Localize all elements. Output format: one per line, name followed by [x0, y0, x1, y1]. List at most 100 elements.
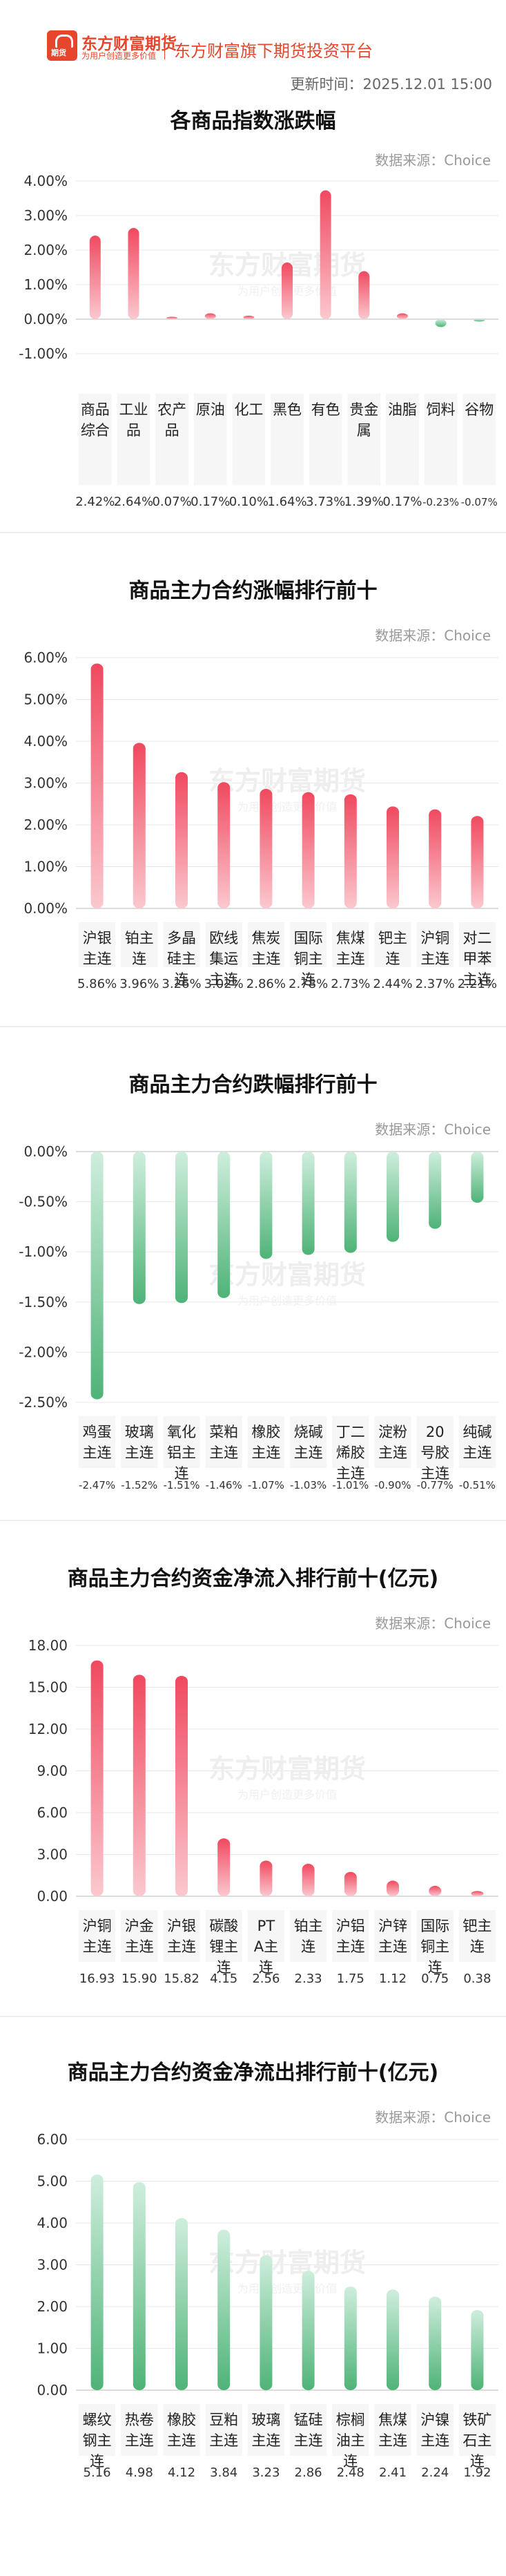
category-label: PT	[257, 1918, 275, 1934]
category-label-bg	[163, 922, 200, 967]
value-label: -0.90%	[374, 1479, 411, 1491]
y-tick-label: 15.00	[28, 1679, 68, 1696]
watermark-slogan: 为用户创造更多价值	[237, 2282, 337, 2296]
data-source: 数据来源：Choice	[375, 152, 491, 169]
category-label: 20	[426, 1424, 445, 1440]
bar	[260, 1860, 273, 1896]
bar-chart: 4.00%3.00%2.00%1.00%0.00%-1.00%东方财富期货为用户…	[19, 173, 498, 509]
category-label: 综合	[81, 422, 110, 439]
bar	[217, 1838, 231, 1896]
category-label: 沪银	[83, 930, 112, 946]
bar	[471, 2309, 484, 2390]
value-label: -1.03%	[290, 1479, 327, 1491]
category-label: 油脂	[388, 401, 417, 418]
value-label: 2.44%	[373, 977, 412, 991]
value-label: 2.41	[379, 2465, 407, 2480]
category-label-bg	[247, 2404, 284, 2456]
bar	[133, 1152, 146, 1304]
value-label: 3.96%	[119, 977, 159, 991]
value-label: 2.24	[421, 2465, 449, 2480]
bar	[217, 782, 231, 908]
bar	[133, 1675, 146, 1896]
value-label: 3.02%	[204, 977, 244, 991]
category-label-bg	[458, 1910, 496, 1962]
category-label-bg	[374, 2404, 411, 2456]
category-label: 多晶	[167, 930, 196, 946]
category-label-bg	[232, 394, 266, 485]
bar	[302, 2270, 315, 2390]
category-label: 沪金	[125, 1918, 154, 1934]
value-label: 3.73%	[306, 495, 345, 509]
category-label: 主连	[125, 1444, 154, 1461]
value-label: 16.93	[79, 1972, 115, 1986]
bar	[260, 788, 273, 908]
category-label: 氧化	[167, 1424, 196, 1440]
category-label: 主连	[167, 2432, 196, 2449]
category-label: 连	[386, 951, 400, 967]
y-tick-label: 12.00	[28, 1721, 68, 1737]
y-tick-label: 1.00%	[23, 276, 68, 293]
value-label: 3.84	[210, 2465, 237, 2480]
chart-title: 各商品指数涨跌幅	[170, 109, 336, 133]
bar	[320, 190, 331, 319]
category-label-bg	[155, 394, 188, 485]
watermark-slogan: 为用户创造更多价值	[237, 801, 337, 814]
chart-card-index-change: 各商品指数涨跌幅 数据来源：Choice 4.00% 3.00% 2.00% 1.00…	[0, 104, 506, 532]
y-tick-label: 5.00%	[23, 691, 68, 708]
bar	[471, 1891, 484, 1896]
value-label: 5.86%	[77, 977, 117, 991]
bar	[387, 2289, 399, 2390]
category-label: 主连	[420, 2432, 449, 2449]
value-label: -1.07%	[248, 1479, 284, 1491]
category-label: 属	[357, 422, 371, 439]
category-label: 主连	[420, 1465, 449, 1482]
category-label-bg	[332, 1416, 369, 1468]
category-label-bg	[309, 394, 342, 485]
bar	[89, 236, 101, 319]
category-label-bg	[79, 1910, 116, 1962]
category-label-bg	[121, 1910, 158, 1962]
value-label: 4.12	[168, 2465, 195, 2480]
bar	[344, 794, 357, 908]
category-label: A主	[254, 1938, 278, 1955]
category-label-bg	[205, 2404, 242, 2456]
category-label: 铜主	[420, 1938, 449, 1955]
category-label: 铂主	[294, 1918, 323, 1934]
bar	[90, 663, 104, 908]
category-label: 沪锌	[378, 1918, 407, 1934]
category-label: 主连	[420, 951, 449, 967]
value-label: 1.12	[379, 1972, 407, 1986]
y-tick-label: 0.00	[37, 1888, 68, 1905]
bar	[429, 1885, 442, 1896]
category-label: 沪铝	[336, 1918, 365, 1934]
category-label: 钯主	[378, 930, 407, 946]
value-label: 2.64%	[114, 495, 153, 509]
category-label: 油主	[336, 2432, 365, 2449]
category-label: 菜粕	[209, 1424, 238, 1440]
bar	[90, 1660, 104, 1896]
y-tick-label: -1.50%	[19, 1294, 68, 1310]
category-label: 主连	[125, 2432, 154, 2449]
category-label: 主连	[378, 1938, 407, 1955]
category-label: 热卷	[125, 2412, 154, 2428]
bar	[471, 1152, 484, 1203]
section-divider	[0, 1520, 506, 1521]
category-label: 主连	[251, 951, 280, 967]
category-label-bg	[163, 2404, 200, 2456]
category-label: 主连	[463, 971, 492, 988]
category-label: 欧线	[209, 930, 238, 946]
category-label-bg	[332, 2404, 369, 2456]
value-label: 0.17%	[382, 495, 422, 509]
update-time: 更新时间：2025.12.01 15:00	[290, 76, 492, 93]
y-tick-label: 0.00	[37, 2382, 68, 2398]
category-label-bg	[347, 394, 381, 485]
bar	[204, 313, 216, 319]
category-label: 淀粉	[378, 1424, 407, 1440]
y-tick-label: 2.00%	[23, 242, 68, 258]
bar	[396, 313, 408, 319]
y-tick-label: -2.50%	[19, 1394, 68, 1411]
y-tick-label: -2.00%	[19, 1344, 68, 1360]
category-label: 锰硅	[294, 2412, 323, 2428]
header-divider	[164, 33, 165, 59]
category-label: 主连	[251, 2432, 280, 2449]
